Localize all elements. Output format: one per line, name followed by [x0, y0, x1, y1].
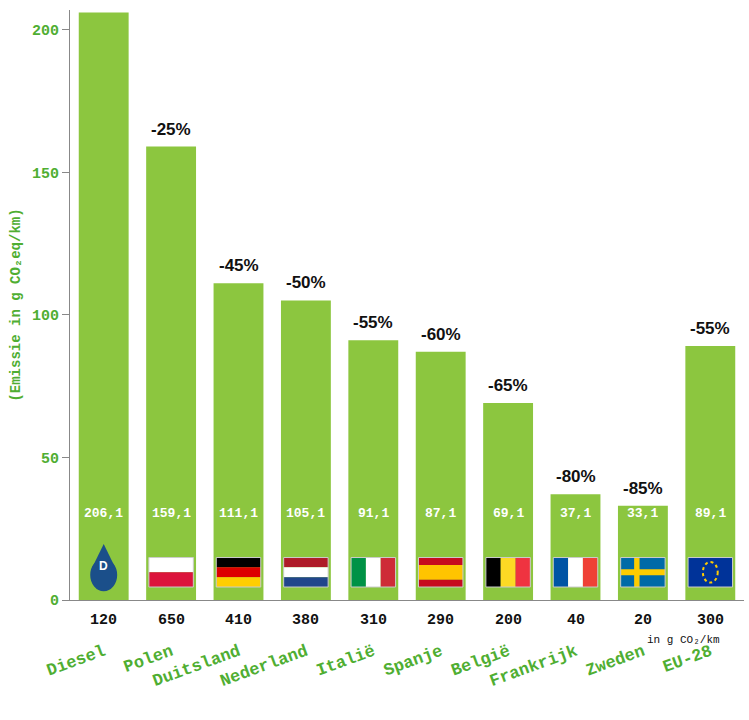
svg-text:206,1: 206,1 [84, 506, 123, 521]
svg-text:40: 40 [567, 612, 585, 629]
svg-text:20: 20 [634, 612, 652, 629]
svg-text:0: 0 [50, 593, 59, 610]
svg-text:-25%: -25% [151, 120, 191, 139]
svg-text:105,1: 105,1 [286, 506, 325, 521]
svg-text:-55%: -55% [353, 313, 393, 332]
svg-text:37,1: 37,1 [560, 506, 591, 521]
svg-text:Nederland: Nederland [218, 642, 311, 691]
svg-text:Spanje: Spanje [381, 642, 445, 681]
svg-text:-65%: -65% [488, 376, 528, 395]
svg-text:(Emissie in g CO₂eq/km): (Emissie in g CO₂eq/km) [8, 208, 24, 401]
svg-text:650: 650 [158, 612, 185, 629]
svg-text:-50%: -50% [286, 273, 326, 292]
svg-text:-60%: -60% [421, 325, 461, 344]
svg-text:120: 120 [90, 612, 117, 629]
svg-text:89,1: 89,1 [695, 506, 726, 521]
svg-text:200: 200 [32, 23, 59, 40]
svg-text:159,1: 159,1 [152, 506, 191, 521]
svg-text:87,1: 87,1 [425, 506, 456, 521]
svg-text:380: 380 [292, 612, 319, 629]
svg-text:-55%: -55% [690, 319, 730, 338]
svg-text:50: 50 [41, 451, 59, 468]
svg-text:310: 310 [360, 612, 387, 629]
svg-text:-45%: -45% [219, 256, 259, 275]
svg-text:Polen: Polen [121, 642, 175, 677]
svg-text:-85%: -85% [623, 479, 663, 498]
svg-text:410: 410 [225, 612, 252, 629]
svg-text:Frankrijk: Frankrijk [487, 642, 580, 691]
svg-text:33,1: 33,1 [627, 506, 658, 521]
svg-text:België: België [449, 642, 513, 681]
svg-text:300: 300 [697, 612, 724, 629]
svg-text:111,1: 111,1 [219, 506, 258, 521]
svg-text:100: 100 [32, 308, 59, 325]
svg-text:69,1: 69,1 [493, 506, 524, 521]
svg-text:91,1: 91,1 [358, 506, 389, 521]
svg-text:150: 150 [32, 166, 59, 183]
svg-text:Italië: Italië [314, 642, 378, 681]
svg-text:Zweden: Zweden [583, 642, 647, 681]
svg-text:D: D [99, 559, 108, 573]
svg-text:290: 290 [427, 612, 454, 629]
svg-text:-80%: -80% [556, 467, 596, 486]
svg-text:200: 200 [495, 612, 522, 629]
svg-text:EU-28: EU-28 [660, 642, 714, 677]
svg-text:Diesel: Diesel [44, 642, 108, 681]
svg-text:in g CO₂/km: in g CO₂/km [647, 634, 720, 646]
svg-text:Duitsland: Duitsland [150, 642, 243, 691]
